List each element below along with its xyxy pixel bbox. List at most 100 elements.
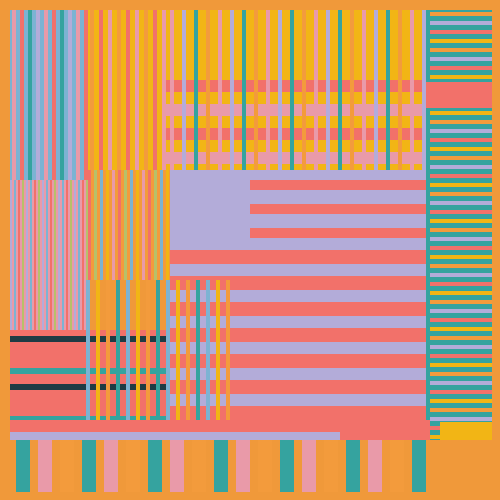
stripe <box>136 280 140 420</box>
band <box>430 327 492 331</box>
stripe <box>14 180 16 330</box>
stripe <box>170 10 174 170</box>
band <box>170 328 426 342</box>
stripe <box>226 280 230 420</box>
stripe <box>60 440 74 492</box>
stripe <box>302 440 316 492</box>
band <box>430 417 492 421</box>
stripe <box>324 440 338 492</box>
stripe <box>146 280 150 420</box>
stripe <box>42 180 44 330</box>
block-middle-right-horizontal-bands <box>170 180 426 420</box>
stripe <box>126 440 140 492</box>
stripe <box>156 280 160 420</box>
stripe <box>22 180 24 330</box>
stripe <box>86 180 88 330</box>
stripe <box>206 280 210 420</box>
stripe <box>412 440 426 492</box>
stripe <box>38 440 52 492</box>
band <box>430 390 492 394</box>
block-lower-center <box>86 280 230 420</box>
stripe <box>18 180 20 330</box>
stripe <box>326 10 330 170</box>
stripe <box>398 10 402 170</box>
stripe <box>38 180 40 330</box>
stripe <box>346 440 360 492</box>
stripe <box>130 170 133 280</box>
stripe <box>182 10 186 170</box>
stripe <box>162 10 166 180</box>
stripe <box>236 440 250 492</box>
band <box>430 111 492 115</box>
band <box>430 264 492 268</box>
block-right-column <box>426 10 492 440</box>
band <box>430 309 492 313</box>
stripe <box>374 10 378 170</box>
stripe <box>302 10 306 170</box>
stripe <box>88 170 91 280</box>
block-lower-center-vertical-stripes <box>86 280 230 420</box>
band <box>430 282 492 286</box>
block-top-left <box>10 10 88 180</box>
stripe <box>86 280 90 420</box>
stripe <box>362 10 366 170</box>
band <box>430 273 492 277</box>
stripe <box>216 280 220 420</box>
band <box>430 291 492 295</box>
band <box>430 318 492 322</box>
band <box>430 345 492 349</box>
stripe <box>386 10 390 170</box>
stripe <box>36 10 40 180</box>
band <box>430 336 492 340</box>
stripe <box>82 440 96 492</box>
block-top-center <box>88 10 166 180</box>
stripe <box>34 180 36 330</box>
band <box>430 228 492 232</box>
band <box>430 66 492 70</box>
stripe <box>136 170 139 280</box>
block-bottom-lavender-bar <box>10 432 340 440</box>
stripe <box>368 440 382 492</box>
stripe <box>96 280 100 420</box>
band <box>430 372 492 376</box>
stripe <box>126 10 130 180</box>
band <box>430 408 492 412</box>
stripe <box>314 10 318 170</box>
stripe <box>176 280 180 420</box>
stripe <box>84 10 88 180</box>
stripe <box>280 440 294 492</box>
stripe <box>112 170 115 280</box>
band <box>170 250 426 264</box>
stripe <box>192 440 206 492</box>
stripe <box>142 170 145 280</box>
band <box>430 354 492 358</box>
band <box>170 302 426 316</box>
band <box>430 381 492 385</box>
stripe <box>135 10 139 180</box>
stripe <box>390 440 404 492</box>
band <box>430 30 492 34</box>
stripe <box>74 180 76 330</box>
stripe <box>258 440 272 492</box>
block-bottom-vertical-stripes <box>16 440 426 492</box>
stripe <box>350 10 354 170</box>
stripe <box>153 10 157 180</box>
block-middle-left <box>10 180 88 330</box>
stripe <box>160 170 163 280</box>
stripe <box>76 10 80 180</box>
stripe <box>28 10 32 180</box>
stripe <box>99 10 103 180</box>
stripe <box>54 180 56 330</box>
band <box>170 276 426 290</box>
band <box>430 120 492 124</box>
stripe <box>108 10 112 180</box>
block-right-column-base <box>426 10 492 440</box>
stripe <box>230 10 234 170</box>
stripe <box>266 10 270 170</box>
stripe <box>46 180 48 330</box>
stripe <box>166 280 170 420</box>
stripe <box>58 180 60 330</box>
stripe <box>218 10 222 170</box>
stripe <box>100 170 103 280</box>
stripe <box>30 180 32 330</box>
